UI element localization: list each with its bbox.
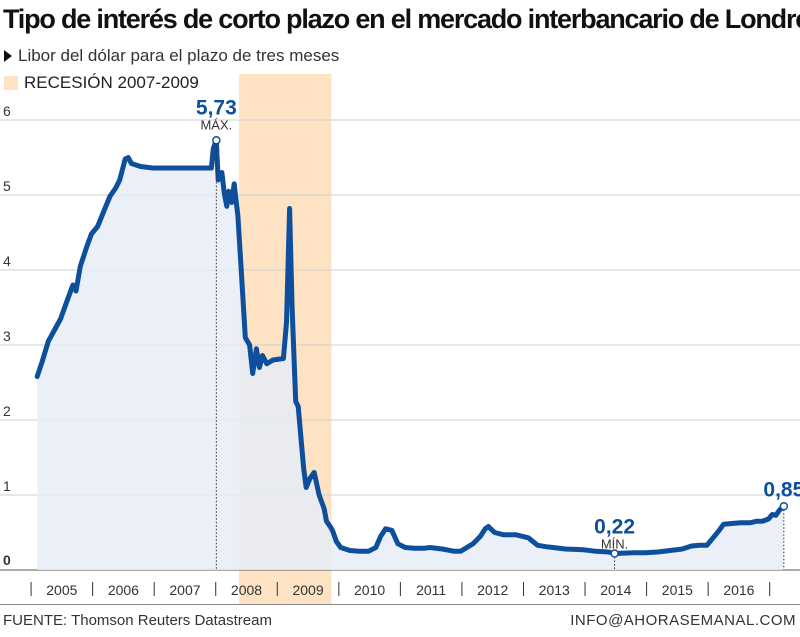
- x-tick-label: 2007: [169, 582, 200, 598]
- x-tick-label: 2010: [354, 582, 385, 598]
- annotation-value: 0,85: [763, 478, 800, 501]
- recession-swatch: [4, 76, 18, 90]
- triangle-bullet-icon: [4, 50, 12, 62]
- recession-legend: RECESIÓN 2007-2009: [4, 73, 199, 93]
- y-tick-label: 3: [3, 328, 11, 344]
- annotation-marker: [779, 502, 789, 511]
- x-tick-label: 2005: [46, 582, 77, 598]
- y-tick-label: 6: [3, 103, 11, 119]
- chart-subtitle: Libor del dólar para el plazo de tres me…: [4, 46, 339, 66]
- x-tick-label: 2011: [416, 582, 446, 598]
- series-area: [37, 140, 784, 570]
- annotation-value: 5,73: [196, 96, 237, 119]
- y-tick-label: 1: [3, 478, 11, 494]
- x-tick-label: 2012: [477, 582, 508, 598]
- publisher-credit: INFO@AHORASEMANAL.COM: [570, 612, 796, 629]
- recession-legend-label: RECESIÓN 2007-2009: [24, 73, 199, 92]
- y-tick-label: 5: [3, 178, 11, 194]
- x-tick-label: 2009: [292, 582, 323, 598]
- y-tick-label: 2: [3, 403, 11, 419]
- annotation-marker: [212, 136, 221, 145]
- chart-title: Tipo de interés de corto plazo en el mer…: [3, 4, 800, 34]
- annotation-label: MÁX.: [200, 117, 232, 132]
- series-line: [34, 137, 787, 556]
- annotation-marker: [610, 549, 619, 558]
- y-tick-label: 4: [3, 253, 11, 269]
- x-tick-label: 2013: [539, 582, 570, 598]
- y-tick-label: 0: [3, 552, 11, 568]
- annotation-label: MÍN.: [601, 537, 628, 552]
- source-note: FUENTE: Thomson Reuters Datastream: [3, 612, 272, 629]
- x-tick-label: 2016: [723, 582, 754, 598]
- x-tick-label: 2008: [231, 582, 262, 598]
- x-tick-label: 2014: [600, 582, 631, 598]
- x-tick-label: 2015: [662, 582, 693, 598]
- x-tick-label: 2006: [108, 582, 139, 598]
- footer-divider: [0, 604, 800, 605]
- annotation-value: 0,22: [594, 516, 635, 539]
- subtitle-text: Libor del dólar para el plazo de tres me…: [18, 46, 340, 65]
